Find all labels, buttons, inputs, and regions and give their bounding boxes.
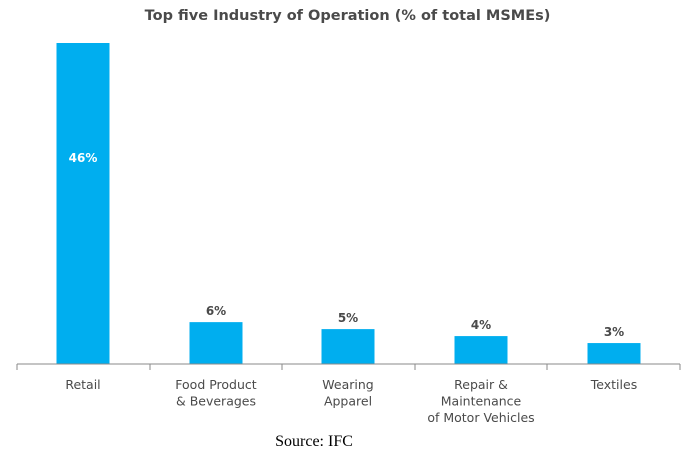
source-note: Source: IFC [275,433,353,450]
category-label: Maintenance [441,394,522,409]
data-label: 5% [338,311,358,325]
bar [189,322,243,364]
category-label: Food Product [175,377,257,392]
category-label: Wearing [322,377,373,392]
bar [321,329,375,364]
data-label: 3% [604,325,624,339]
category-label: of Motor Vehicles [427,410,534,425]
chart-title: Top five Industry of Operation (% of tot… [144,8,551,24]
category-label: Retail [65,377,100,392]
bar [587,343,641,364]
data-label: 46% [69,151,98,165]
category-label: & Beverages [176,394,256,409]
bar [56,43,110,364]
category-label: Textiles [590,377,637,392]
data-label: 6% [206,304,226,318]
category-label: Apparel [324,394,372,409]
category-label: Repair & [454,377,508,392]
bar [454,336,508,364]
data-label: 4% [471,318,491,332]
